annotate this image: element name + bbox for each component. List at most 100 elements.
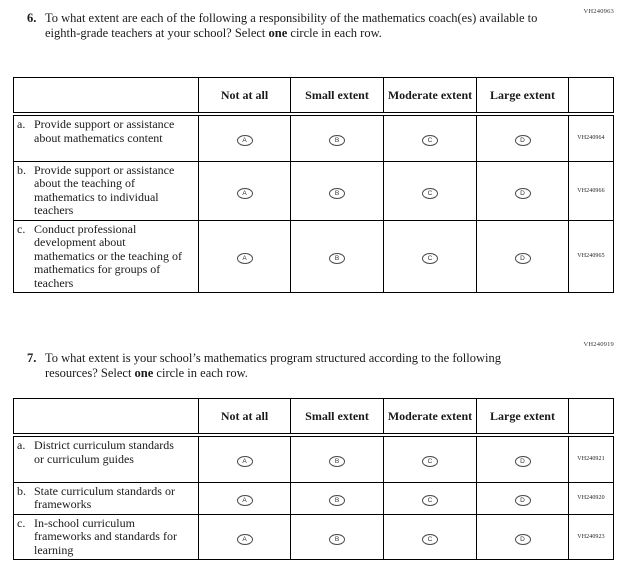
column-header-moderate-extent: Moderate extent [383, 77, 477, 116]
row-code: VH240920 [568, 481, 614, 515]
column-header-not-at-all: Not at all [198, 77, 291, 116]
answer-oval-c[interactable]: C [422, 495, 438, 506]
answer-cell: D [476, 513, 569, 560]
table-row: b. State curriculum standards or framewor… [13, 481, 614, 515]
row-label: State curriculum standards or frameworks [34, 483, 175, 511]
answer-oval-c[interactable]: C [422, 187, 438, 199]
question-6-code: VH240963 [583, 8, 614, 15]
row-label-cell: c. Conduct professional development about… [13, 219, 199, 293]
answer-cell: A [198, 434, 291, 483]
answer-oval-d[interactable]: D [514, 456, 531, 468]
table-row: c. In-school curriculum frameworks and st… [13, 513, 614, 560]
answer-cell: A [198, 481, 291, 515]
answer-cell: B [290, 481, 384, 515]
answer-oval-a[interactable]: A [236, 456, 253, 468]
answer-oval-a[interactable]: A [236, 253, 253, 265]
question-7-number: 7. [27, 351, 37, 365]
question-6-text-end: circle in each row. [287, 25, 382, 40]
row-label-cell: b. State curriculum standards or framewor… [13, 481, 199, 515]
table-row: c. Conduct professional development about… [13, 219, 614, 293]
answer-cell: C [383, 513, 477, 560]
answer-cell: A [198, 219, 291, 293]
question-6-text-bold: one [268, 25, 288, 40]
table-row: a. Provide support or assistance about ma… [13, 113, 614, 162]
answer-oval-c[interactable]: C [422, 135, 438, 147]
row-code: VH240965 [568, 219, 614, 293]
row-label: District curriculum standards or curricu… [34, 438, 174, 466]
answer-cell: B [290, 434, 384, 483]
answer-oval-a[interactable]: A [236, 495, 253, 506]
answer-oval-d[interactable]: D [514, 495, 531, 506]
row-letter: c. [17, 221, 26, 236]
question-7-text: 7. To what extent is your school’s mathe… [27, 351, 542, 380]
header-empty-cell [568, 77, 614, 116]
question-6-table: Not at all Small extent Moderate extent … [13, 77, 614, 293]
answer-cell: B [290, 113, 384, 162]
row-code: VH240923 [568, 513, 614, 560]
row-label-cell: a. District curriculum standards or curri… [13, 434, 199, 483]
row-letter: a. [17, 117, 26, 131]
answer-oval-d[interactable]: D [514, 253, 531, 265]
question-7-code: VH240919 [583, 341, 614, 348]
column-header-small-extent: Small extent [290, 77, 384, 116]
row-letter: b. [17, 162, 26, 177]
question-7-table: Not at all Small extent Moderate extent … [13, 398, 614, 560]
answer-oval-b[interactable]: B [329, 533, 345, 545]
answer-oval-a[interactable]: A [236, 187, 253, 199]
answer-cell: D [476, 434, 569, 483]
answer-oval-b[interactable]: B [329, 253, 345, 265]
answer-oval-c[interactable]: C [422, 533, 438, 545]
table-header-row: Not at all Small extent Moderate extent … [13, 398, 614, 437]
answer-cell: A [198, 113, 291, 162]
table-row: a. District curriculum standards or curri… [13, 434, 614, 483]
answer-oval-a[interactable]: A [236, 135, 253, 147]
answer-oval-c[interactable]: C [422, 253, 438, 265]
answer-cell: C [383, 434, 477, 483]
answer-oval-d[interactable]: D [514, 135, 531, 147]
row-letter: a. [17, 438, 26, 452]
answer-cell: C [383, 481, 477, 515]
table-row: b. Provide support or assistance about th… [13, 160, 614, 221]
column-header-large-extent: Large extent [476, 398, 569, 437]
answer-oval-b[interactable]: B [329, 495, 345, 506]
question-7-body: To what extent is your school’s mathemat… [45, 351, 542, 380]
answer-cell: C [383, 113, 477, 162]
row-label: In-school curriculum frameworks and stan… [34, 515, 177, 557]
question-6-text: 6. To what extent are each of the follow… [27, 11, 542, 40]
answer-oval-d[interactable]: D [514, 533, 531, 545]
column-header-small-extent: Small extent [290, 398, 384, 437]
column-header-large-extent: Large extent [476, 77, 569, 116]
column-header-moderate-extent: Moderate extent [383, 398, 477, 437]
header-empty-cell [568, 398, 614, 437]
row-code: VH240921 [568, 434, 614, 483]
row-label-cell: c. In-school curriculum frameworks and st… [13, 513, 199, 560]
question-6-number: 6. [27, 11, 37, 25]
answer-oval-b[interactable]: B [329, 135, 345, 147]
question-7-text-end: circle in each row. [153, 365, 248, 380]
answer-cell: B [290, 160, 384, 221]
answer-oval-b[interactable]: B [329, 187, 345, 199]
answer-cell: D [476, 481, 569, 515]
header-empty-cell [13, 398, 199, 437]
answer-oval-d[interactable]: D [514, 187, 531, 199]
row-label-cell: b. Provide support or assistance about th… [13, 160, 199, 221]
row-label: Conduct professional development about m… [34, 221, 182, 290]
row-code: VH240966 [568, 160, 614, 221]
question-6-text-start: To what extent are each of the following… [45, 11, 538, 40]
answer-cell: C [383, 160, 477, 221]
answer-oval-c[interactable]: C [422, 456, 438, 468]
question-6-body: To what extent are each of the following… [45, 11, 542, 40]
question-7-text-bold: one [134, 365, 154, 380]
row-letter: b. [17, 483, 26, 498]
answer-cell: D [476, 160, 569, 221]
answer-oval-a[interactable]: A [236, 533, 253, 545]
answer-cell: D [476, 219, 569, 293]
header-empty-cell [13, 77, 199, 116]
answer-cell: A [198, 513, 291, 560]
answer-cell: B [290, 219, 384, 293]
row-label: Provide support or assistance about math… [34, 117, 175, 145]
answer-cell: C [383, 219, 477, 293]
row-label: Provide support or assistance about the … [34, 162, 175, 217]
question-7-text-start: To what extent is your school’s mathemat… [45, 351, 501, 380]
answer-oval-b[interactable]: B [329, 456, 345, 468]
